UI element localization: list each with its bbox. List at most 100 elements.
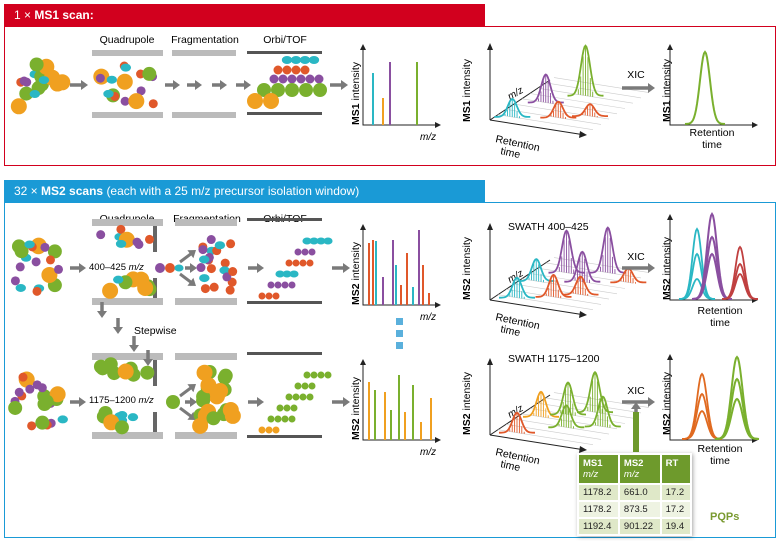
ion: [106, 75, 118, 84]
chromatogram-peak: [682, 392, 722, 440]
arrow-icon: [79, 397, 86, 407]
ion: [8, 400, 23, 415]
grid-line: [529, 93, 626, 109]
orbi-plate: [247, 352, 322, 355]
chromatogram-peak: [692, 235, 732, 300]
arrow-icon: [631, 402, 641, 409]
quadrupole-rod: [92, 432, 163, 439]
axis-arrow-icon: [487, 43, 493, 50]
orbi-plate: [247, 218, 322, 221]
quadrupole-gate: [153, 412, 157, 432]
arrow-icon: [244, 80, 251, 90]
axis-arrow-icon: [579, 446, 587, 453]
chromatogram-peak: [548, 404, 585, 429]
ion: [220, 258, 230, 268]
axis-line: [489, 299, 586, 316]
chromatogram-peak: [584, 395, 621, 428]
chromatogram-peak: [562, 275, 599, 296]
arrow-icon: [179, 251, 193, 264]
ion: [309, 237, 319, 245]
arrow-icon: [648, 397, 655, 407]
ion: [258, 292, 266, 300]
ion: [305, 74, 315, 84]
axis-arrow-icon: [579, 131, 587, 138]
ms1-workflow: Quadrupole Fragmentation Orbi/TOF MS1 in…: [100, 34, 735, 161]
ion: [269, 74, 279, 84]
axis-arrow-icon: [579, 311, 587, 318]
axis-label-text: intensity: [461, 371, 473, 413]
ms1-count: 1 ×: [14, 8, 32, 22]
arrow-icon: [187, 277, 196, 286]
ion: [272, 426, 280, 434]
arrow-icon: [79, 263, 86, 273]
quadrupole-gate: [153, 226, 157, 252]
chromatogram-peak: [550, 381, 586, 416]
axis-label-bold: MS2: [461, 278, 473, 300]
xic-bottom-rt-label: Retention: [698, 443, 743, 455]
ion: [274, 281, 282, 289]
ion: [228, 267, 238, 277]
ion: [296, 74, 306, 84]
axis-arrow-icon: [487, 223, 493, 230]
ion: [272, 292, 280, 300]
ion: [313, 83, 327, 97]
ion: [41, 266, 58, 283]
axis-label-bold: MS2: [461, 413, 473, 435]
ms2-header: 32 × MS2 scans (each with a 25 m/z precu…: [4, 180, 485, 202]
grid-line: [537, 267, 634, 284]
axis-arrow-icon: [435, 302, 441, 308]
ion: [265, 292, 273, 300]
axis-line: [362, 360, 440, 441]
arrow-icon: [648, 263, 655, 273]
ion: [308, 248, 316, 256]
ion: [273, 65, 283, 75]
ion: [37, 383, 47, 393]
xic1-y-label: MS1 intensity: [661, 58, 673, 122]
ion: [31, 257, 41, 267]
ion: [263, 93, 279, 109]
ion: [316, 237, 326, 245]
swath-bottom-rt-label-2: time: [499, 458, 521, 474]
axis-line: [489, 434, 586, 451]
table-row: 1192.4 901.22 19.4: [579, 519, 690, 534]
stepwise-label: Stepwise: [134, 325, 177, 337]
axis-label-text: intensity: [661, 371, 673, 413]
ms2-bottom-x-label: m/z: [420, 447, 436, 458]
quadrupole-rod: [92, 50, 163, 56]
ion: [18, 372, 28, 382]
ms2-bottom-y-label: MS2 intensity: [350, 376, 362, 440]
chromatogram-peak: [577, 370, 613, 414]
chromatogram-peak: [572, 103, 608, 117]
ion: [214, 241, 226, 250]
ion: [47, 244, 62, 259]
ion: [306, 393, 314, 401]
grid-line: [497, 429, 594, 445]
ion: [206, 411, 221, 426]
ion: [200, 284, 210, 294]
ion: [247, 93, 263, 109]
col-ms1: MS1 m/z: [579, 455, 618, 483]
ion: [209, 282, 219, 292]
grid-line: [505, 109, 602, 125]
xic-bottom-y-label: MS2 intensity: [661, 371, 673, 435]
ion: [275, 270, 285, 278]
orbi-plate: [247, 112, 322, 115]
axis-arrow-icon: [435, 122, 441, 128]
chromatogram-peak: [535, 273, 572, 298]
arrow-icon: [187, 384, 196, 393]
axis-arrow-icon: [487, 358, 493, 365]
axis-label-text: intensity: [661, 236, 673, 278]
ion: [281, 281, 289, 289]
ion: [288, 281, 296, 289]
ion: [174, 264, 184, 272]
ion: [115, 239, 127, 248]
chromatogram-peak: [715, 377, 759, 440]
grid-line: [545, 82, 642, 99]
table-arrow-shaft: [633, 412, 639, 452]
ion: [10, 98, 27, 115]
xic1-rt-label: Retention: [690, 127, 735, 139]
ion: [116, 73, 133, 90]
ion: [285, 259, 293, 267]
ion: [199, 274, 210, 283]
